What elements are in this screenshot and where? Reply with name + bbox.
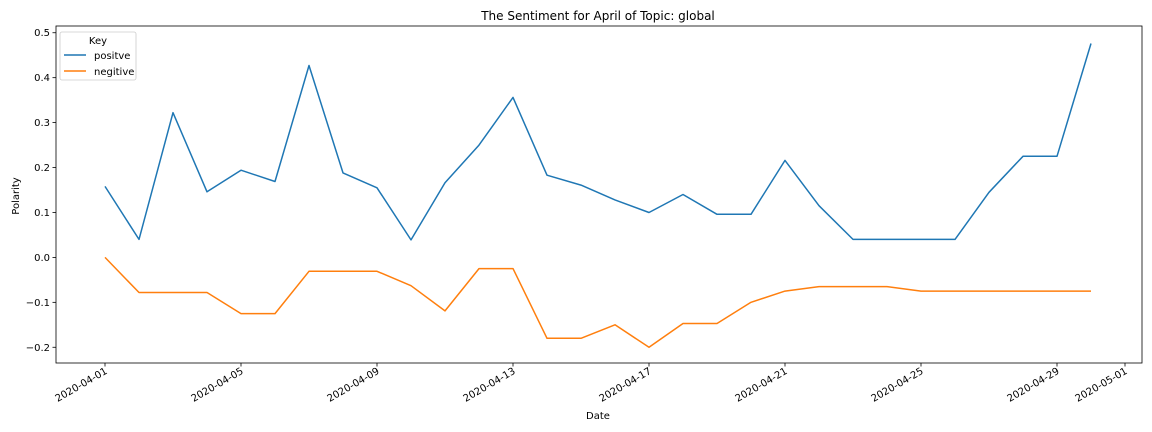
y-tick-label: 0.1	[34, 208, 50, 219]
x-tick-label: 2020-04-25	[870, 366, 926, 405]
plot-area-frame	[55, 25, 1143, 364]
legend: Key positve negitive	[59, 31, 137, 81]
y-tick-label: 0.0	[34, 253, 50, 264]
y-axis-ticks: −0.2 −0.1 0.0 0.1 0.2 0.3 0.4 0.5	[26, 28, 56, 354]
x-tick-label: 2020-05-01	[1074, 366, 1130, 405]
y-tick-label: −0.2	[26, 343, 50, 354]
x-tick-label: 2020-04-13	[462, 366, 518, 405]
x-axis-ticks: 2020-04-01 2020-04-05 2020-04-09 2020-04-13…	[54, 363, 1130, 405]
y-tick-label: 0.5	[34, 28, 50, 39]
y-tick-label: 0.4	[34, 73, 50, 84]
legend-label-negative: negitive	[94, 67, 134, 78]
y-tick-label: 0.3	[34, 118, 50, 129]
x-tick-label: 2020-04-01	[54, 366, 110, 405]
series-lines	[104, 43, 1092, 349]
x-tick-label: 2020-04-21	[734, 366, 790, 405]
legend-title: Key	[89, 36, 107, 47]
series-line-negative	[104, 256, 1091, 349]
x-tick-label: 2020-04-09	[326, 366, 382, 405]
series-line-positive	[104, 43, 1092, 241]
y-tick-label: −0.1	[26, 298, 50, 309]
x-axis-label: Date	[586, 411, 610, 422]
x-tick-label: 2020-04-29	[1006, 366, 1062, 405]
x-tick-label: 2020-04-17	[598, 366, 654, 405]
legend-box	[59, 31, 137, 81]
legend-label-positive: positve	[94, 51, 130, 62]
chart-title: The Sentiment for April of Topic: global	[480, 9, 715, 23]
y-tick-label: 0.2	[34, 163, 50, 174]
x-tick-label: 2020-04-05	[190, 366, 246, 405]
y-axis-label: Polarity	[11, 177, 22, 215]
